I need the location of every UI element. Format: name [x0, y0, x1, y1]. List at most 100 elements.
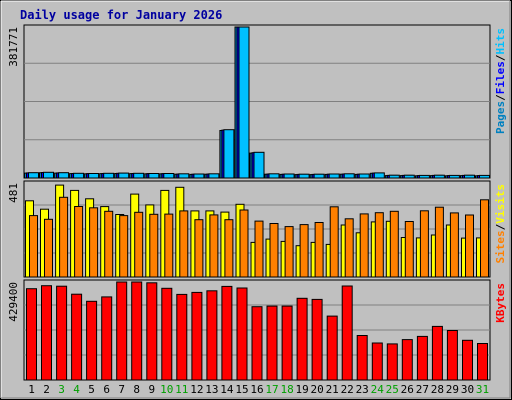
bar-sites-29 — [449, 212, 459, 278]
panel-kbytes: 429400 KBytes — [7, 279, 507, 381]
bar-kbytes-11 — [176, 293, 188, 381]
bar-hits-19 — [298, 173, 310, 179]
x-tick-label: 13 — [205, 383, 218, 396]
bar-kbytes-28 — [431, 325, 443, 381]
max-label-visits: 481 — [7, 183, 20, 203]
x-tick-label: 20 — [310, 383, 323, 396]
bar-hits-20 — [313, 173, 325, 179]
bar-kbytes-30 — [462, 339, 473, 381]
bar-kbytes-19 — [296, 297, 308, 381]
x-tick-label: 22 — [341, 383, 354, 396]
bar-hits-24 — [373, 172, 385, 179]
bar-sites-11 — [179, 210, 189, 278]
bar-sites-12 — [194, 219, 204, 278]
bar-hits-23 — [358, 173, 370, 179]
bar-sites-6 — [104, 210, 114, 278]
bar-hits-26 — [403, 174, 415, 179]
bar-kbytes-23 — [356, 335, 368, 381]
x-tick-label: 10 — [160, 383, 173, 396]
bar-hits-30 — [464, 174, 475, 179]
bar-hits-22 — [343, 173, 355, 179]
x-tick-label: 28 — [431, 383, 444, 396]
bar-kbytes-29 — [446, 330, 458, 381]
bar-hits-1 — [28, 172, 39, 179]
bar-sites-18 — [284, 226, 294, 278]
bar-sites-17 — [269, 223, 279, 278]
legend-label: Sites — [494, 230, 507, 263]
bar-kbytes-13 — [206, 290, 218, 381]
bar-hits-25 — [388, 174, 400, 179]
bar-sites-19 — [299, 224, 309, 278]
legend-label: Files — [494, 61, 507, 94]
bar-sites-24 — [374, 212, 384, 278]
bar-hits-11 — [178, 173, 190, 179]
bar-hits-15 — [238, 26, 250, 179]
x-tick-label: 19 — [295, 383, 308, 396]
bar-sites-30 — [465, 214, 474, 278]
x-tick-label: 3 — [58, 383, 65, 396]
bar-kbytes-6 — [101, 296, 113, 381]
x-tick-label: 7 — [118, 383, 125, 396]
bar-sites-22 — [344, 218, 354, 278]
x-tick-label: 1 — [28, 383, 35, 396]
legend-hits: Pages/Files/Hits — [494, 28, 507, 134]
bar-hits-6 — [103, 172, 115, 179]
bar-hits-28 — [433, 174, 445, 179]
legend-label: / — [494, 223, 507, 230]
bar-kbytes-25 — [386, 343, 398, 381]
x-tick-label: 2 — [43, 383, 50, 396]
chart-title: Daily usage for January 2026 — [20, 8, 222, 22]
bar-hits-8 — [133, 172, 145, 179]
bar-sites-3 — [59, 196, 69, 278]
bar-sites-2 — [44, 218, 53, 278]
legend-label: / — [494, 54, 507, 61]
bar-sites-9 — [149, 213, 159, 278]
bar-kbytes-3 — [56, 285, 68, 381]
bar-hits-21 — [328, 173, 340, 179]
bar-sites-26 — [404, 221, 414, 278]
legend-label: / — [494, 94, 507, 101]
bar-hits-14 — [223, 129, 235, 179]
bar-hits-29 — [448, 174, 460, 179]
x-tick-label: 4 — [73, 383, 80, 396]
bar-kbytes-15 — [236, 287, 248, 381]
x-tick-label: 11 — [175, 383, 188, 396]
bar-kbytes-24 — [371, 342, 383, 381]
bar-hits-16 — [253, 151, 265, 179]
x-tick-label: 30 — [461, 383, 474, 396]
legend-label: Pages — [494, 101, 507, 134]
bar-sites-16 — [254, 220, 264, 278]
bar-hits-4 — [73, 172, 85, 179]
bar-sites-5 — [89, 207, 99, 278]
bar-sites-14 — [224, 219, 234, 278]
bar-kbytes-5 — [86, 300, 98, 381]
bar-sites-23 — [359, 213, 369, 278]
bar-sites-27 — [419, 210, 429, 278]
bar-hits-9 — [148, 173, 160, 179]
x-tick-label: 9 — [148, 383, 155, 396]
x-tick-label: 5 — [88, 383, 95, 396]
bar-kbytes-21 — [326, 315, 338, 381]
bar-kbytes-12 — [191, 291, 203, 381]
bar-kbytes-26 — [401, 339, 413, 381]
bar-hits-7 — [118, 172, 130, 179]
bar-kbytes-16 — [251, 306, 263, 381]
bar-sites-31 — [480, 199, 489, 278]
bar-kbytes-9 — [146, 282, 158, 381]
x-tick-label: 24 — [371, 383, 385, 396]
bar-sites-28 — [434, 206, 444, 278]
x-tick-label: 26 — [401, 383, 414, 396]
bar-sites-10 — [164, 213, 174, 278]
x-tick-label: 16 — [250, 383, 263, 396]
bar-hits-31 — [479, 174, 490, 179]
bar-kbytes-27 — [416, 335, 428, 381]
bar-kbytes-10 — [161, 287, 173, 381]
bar-sites-7 — [119, 215, 129, 278]
bar-kbytes-17 — [266, 305, 278, 381]
max-label-kbytes: 429400 — [7, 282, 20, 322]
x-tick-label: 8 — [133, 383, 140, 396]
bar-sites-21 — [329, 206, 339, 278]
bar-kbytes-1 — [26, 288, 37, 381]
